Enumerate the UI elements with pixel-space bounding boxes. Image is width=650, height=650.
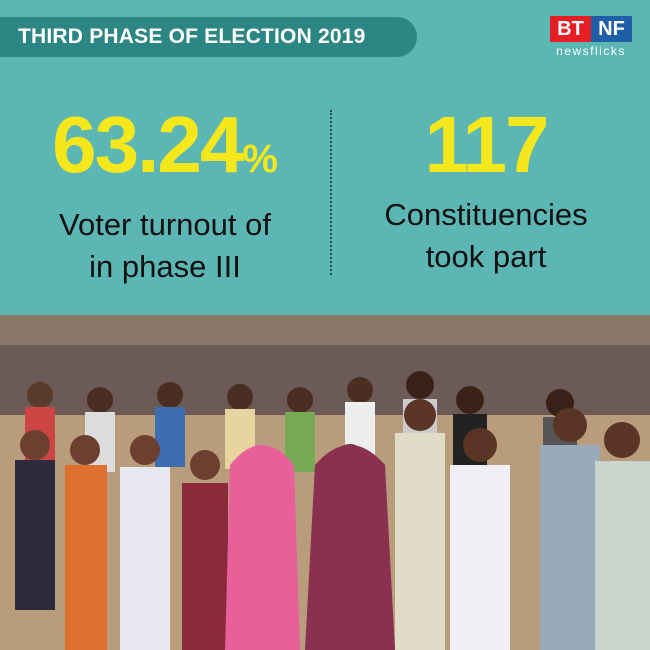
person-shape (540, 445, 600, 650)
stat-label: in phase III (89, 249, 241, 284)
crowd-photo (0, 315, 650, 650)
person-shape (347, 377, 373, 403)
divider (330, 110, 332, 275)
logo-tagline: newsflicks (556, 44, 626, 58)
person-shape (604, 422, 640, 458)
stat-constituencies: 117 Constituencies took part (336, 100, 636, 278)
person-shape (190, 450, 220, 480)
person-shape (130, 435, 160, 465)
person-shape (225, 445, 300, 650)
logo-left: BT (550, 16, 591, 42)
stat-label: Constituencies (384, 197, 588, 232)
stat-value: 63.24% (15, 100, 315, 204)
logo: BT NF newsflicks (550, 16, 632, 58)
stat-label: Voter turnout of (59, 207, 271, 242)
person-shape (227, 384, 253, 410)
person-shape (182, 483, 228, 650)
person-shape (120, 467, 170, 650)
person-shape (406, 371, 434, 399)
person-shape (155, 407, 185, 467)
person-shape (27, 382, 53, 408)
stat-label: took part (425, 239, 547, 274)
logo-box: BT NF (550, 16, 632, 42)
person-shape (157, 382, 183, 408)
person-shape (15, 460, 55, 610)
person-shape (553, 408, 587, 442)
logo-right: NF (591, 16, 632, 42)
stat-turnout: 63.24% Voter turnout of in phase III (15, 100, 315, 288)
person-shape (287, 387, 313, 413)
person-shape (456, 386, 484, 414)
stat-number: 117 (424, 100, 549, 189)
person-shape (395, 433, 445, 650)
person-shape (65, 465, 107, 650)
person-shape (463, 428, 497, 462)
person-shape (20, 430, 50, 460)
person-shape (70, 435, 100, 465)
title-banner: THIRD PHASE OF ELECTION 2019 (0, 17, 417, 57)
stat-value: 117 (336, 100, 636, 190)
person-shape (87, 387, 113, 413)
stat-number: 63.24 (52, 100, 244, 189)
person-shape (450, 465, 510, 650)
person-shape (305, 445, 395, 650)
stat-unit: % (242, 137, 278, 181)
person-shape (404, 399, 436, 431)
person-shape (595, 461, 650, 650)
crowd (0, 345, 650, 650)
